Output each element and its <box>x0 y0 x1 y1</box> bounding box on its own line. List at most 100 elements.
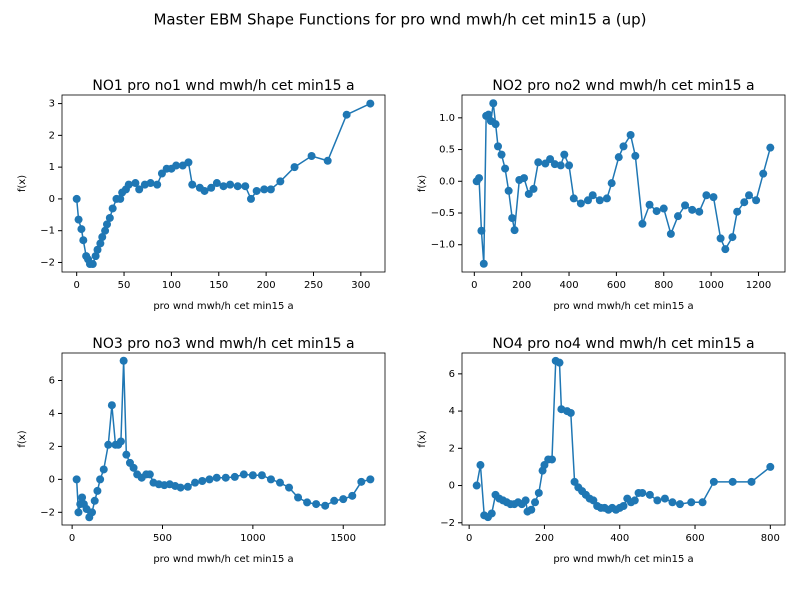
data-point <box>230 472 239 481</box>
subplot: NO1 pro no1 wnd mwh/h cet min15 a pro wnd… <box>17 78 386 312</box>
subplot-title: NO3 pro no3 wnd mwh/h cet min15 a <box>92 336 354 352</box>
data-point <box>191 478 200 487</box>
data-point <box>675 500 684 509</box>
data-point <box>534 158 543 167</box>
data-point <box>491 120 500 129</box>
axes-frame <box>61 94 386 273</box>
data-point <box>619 142 628 151</box>
data-point <box>205 475 214 484</box>
data-point <box>733 207 742 216</box>
x-tick-label: 200 <box>535 533 554 544</box>
data-point <box>77 225 86 234</box>
y-axis-label: f(x) <box>417 430 428 447</box>
axes-frame <box>61 352 386 526</box>
data-point <box>524 189 533 198</box>
data-point <box>527 505 536 514</box>
data-point <box>588 191 597 200</box>
data-point <box>321 501 330 510</box>
data-point <box>687 498 696 507</box>
data-point <box>107 401 116 410</box>
x-tick-label: 1000 <box>240 533 265 544</box>
y-tick-label: 2 <box>449 443 455 454</box>
y-tick-label: −2 <box>40 507 55 518</box>
data-point <box>508 214 517 223</box>
figure-title: Master EBM Shape Functions for pro wnd m… <box>153 11 646 29</box>
data-point <box>721 245 730 254</box>
x-tick-label: 0 <box>471 280 477 291</box>
data-point <box>626 130 635 139</box>
data-point <box>546 155 555 164</box>
subplot-title: NO4 pro no4 wnd mwh/h cet min15 a <box>492 336 754 352</box>
y-axis-label: f(x) <box>17 175 28 192</box>
data-point <box>709 193 718 202</box>
y-tick-label: 6 <box>49 376 55 387</box>
data-point <box>96 239 105 248</box>
data-point <box>99 465 108 474</box>
data-point <box>652 207 661 216</box>
data-point <box>226 180 235 189</box>
data-point <box>183 482 192 491</box>
data-point <box>219 182 228 191</box>
data-point <box>207 183 216 192</box>
x-axis-label: pro wnd mwh/h cet min15 a <box>553 301 693 312</box>
data-point <box>108 204 117 213</box>
data-point <box>556 161 565 170</box>
subplot-title: NO1 pro no1 wnd mwh/h cet min15 a <box>92 78 354 94</box>
subplot: NO4 pro no4 wnd mwh/h cet min15 a pro wnd… <box>417 336 786 565</box>
x-tick-label: 400 <box>559 280 578 291</box>
y-tick-label: 6 <box>449 369 455 380</box>
data-point <box>90 496 99 505</box>
data-point <box>96 475 105 484</box>
data-point <box>252 186 261 195</box>
data-point <box>212 179 221 188</box>
data-point <box>602 194 611 203</box>
data-point <box>695 207 704 216</box>
data-point <box>673 212 682 221</box>
x-tick-label: 1200 <box>746 280 771 291</box>
y-tick-label: 4 <box>49 408 55 419</box>
data-point <box>366 99 375 108</box>
data-point <box>105 213 114 222</box>
axes-frame <box>461 352 786 526</box>
data-point <box>239 470 248 479</box>
y-axis-label: f(x) <box>17 430 28 447</box>
data-point <box>285 483 294 492</box>
y-tick-label: 4 <box>449 406 455 417</box>
x-axis-label: pro wnd mwh/h cet min15 a <box>553 554 693 565</box>
data-point <box>176 483 185 492</box>
data-point <box>529 184 538 193</box>
data-point <box>698 498 707 507</box>
data-point <box>560 150 569 159</box>
data-point <box>569 194 578 203</box>
data-point <box>145 470 154 479</box>
data-point <box>74 215 83 224</box>
data-point <box>307 152 316 161</box>
data-point <box>366 475 375 484</box>
x-tick-label: 400 <box>610 533 629 544</box>
data-point <box>221 473 230 482</box>
data-point <box>631 151 640 160</box>
data-point <box>521 496 530 505</box>
data-point <box>78 493 87 502</box>
data-point <box>740 198 749 207</box>
data-point <box>728 233 737 242</box>
data-point <box>489 99 498 108</box>
data-point <box>472 481 481 490</box>
x-tick-label: 800 <box>654 280 673 291</box>
data-point <box>241 182 250 191</box>
data-point <box>74 508 83 517</box>
data-point <box>153 180 162 189</box>
subplot: NO2 pro no2 wnd mwh/h cet min15 a pro wnd… <box>417 78 786 312</box>
data-point <box>248 471 257 480</box>
data-point <box>583 196 592 205</box>
data-point <box>102 220 111 229</box>
data-point <box>119 356 128 365</box>
data-point <box>565 161 574 170</box>
data-point <box>257 471 266 480</box>
data-point <box>93 486 102 495</box>
x-tick-label: 0 <box>69 533 75 544</box>
data-point <box>303 498 312 507</box>
y-tick-label: −0.5 <box>431 208 455 219</box>
data-point <box>72 475 81 484</box>
data-point <box>184 158 193 167</box>
